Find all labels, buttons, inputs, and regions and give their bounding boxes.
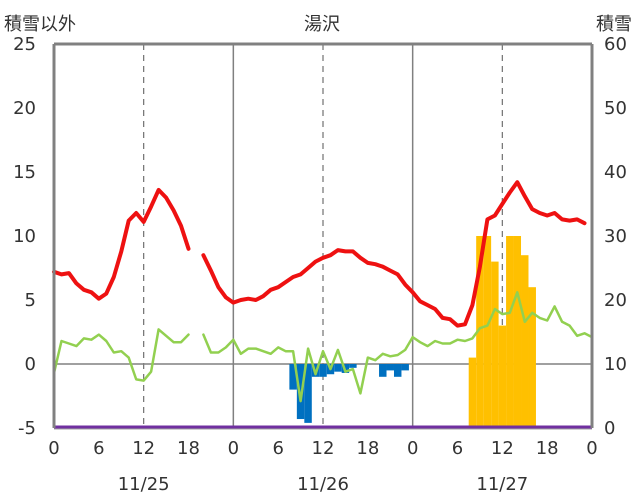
snow-depth-bar-4	[498, 325, 507, 428]
snow-depth-bar-7	[521, 255, 529, 428]
x-tick-label: 6	[452, 438, 463, 459]
left-tick-label: 15	[13, 162, 36, 183]
snow-depth-bar-0	[468, 357, 477, 428]
date-label: 11/25	[118, 474, 170, 495]
left-tick-label: 10	[13, 226, 36, 247]
right-tick-label: 50	[604, 98, 627, 119]
date-label: 11/26	[297, 474, 349, 495]
left-tick-label: 20	[13, 98, 36, 119]
bar-1	[296, 364, 305, 420]
snow-depth-bar-5	[506, 236, 514, 428]
x-tick-label: 12	[491, 438, 514, 459]
series-1-segment-0	[52, 328, 190, 382]
snow-depth-bar-3	[491, 261, 499, 428]
right-tick-label: 30	[604, 226, 627, 247]
bar-4	[319, 364, 327, 377]
bar-15	[401, 364, 409, 371]
x-tick-label: 18	[536, 438, 559, 459]
x-tick-label: 18	[177, 438, 200, 459]
left-tick-label: -5	[18, 418, 36, 439]
right-tick-label: 0	[604, 418, 615, 439]
chart-title: 湯沢	[304, 14, 340, 35]
series-1-segment-1	[202, 291, 594, 403]
left-tick-label: 25	[13, 34, 36, 55]
snow-depth-bar-2	[483, 236, 492, 428]
x-tick-label: 6	[272, 438, 283, 459]
right-tick-label: 40	[604, 162, 627, 183]
right-axis-label: 積雪	[596, 14, 632, 35]
right-tick-label: 20	[604, 290, 627, 311]
bar-12	[379, 364, 387, 377]
x-tick-label: 0	[48, 438, 59, 459]
left-tick-label: 5	[25, 290, 36, 311]
x-tick-label: 12	[312, 438, 335, 459]
x-tick-label: 6	[93, 438, 104, 459]
x-tick-label: 0	[586, 438, 597, 459]
bar-6	[334, 364, 342, 372]
bar-14	[393, 364, 402, 377]
snow-depth-bar-8	[528, 287, 536, 428]
x-tick-label: 0	[407, 438, 418, 459]
bar-layer	[289, 236, 536, 428]
bar-2	[304, 364, 312, 423]
snow-depth-bar-6	[513, 236, 522, 428]
right-tick-label: 60	[604, 34, 627, 55]
x-tick-label: 18	[356, 438, 379, 459]
x-tick-label: 0	[228, 438, 239, 459]
date-label: 11/27	[476, 474, 528, 495]
left-tick-label: 0	[25, 354, 36, 375]
bar-0	[289, 364, 297, 390]
left-axis-label: 積雪以外	[4, 14, 76, 35]
bar-13	[386, 364, 394, 371]
series-0-segment-1	[201, 180, 587, 328]
right-tick-label: 10	[604, 354, 627, 375]
plot-frame	[52, 42, 594, 430]
series-0-segment-0	[52, 187, 191, 301]
x-tick-label: 12	[132, 438, 155, 459]
snow-depth-bar-1	[476, 236, 484, 428]
line-layer	[52, 180, 594, 429]
bar-8	[349, 364, 357, 368]
